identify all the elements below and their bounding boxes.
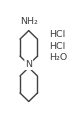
Text: N: N <box>25 60 32 69</box>
Text: HCl: HCl <box>50 30 66 39</box>
Text: N: N <box>25 60 32 69</box>
Text: HCl: HCl <box>50 42 66 51</box>
Text: NH₂: NH₂ <box>20 17 38 26</box>
Text: H₂O: H₂O <box>50 53 68 62</box>
